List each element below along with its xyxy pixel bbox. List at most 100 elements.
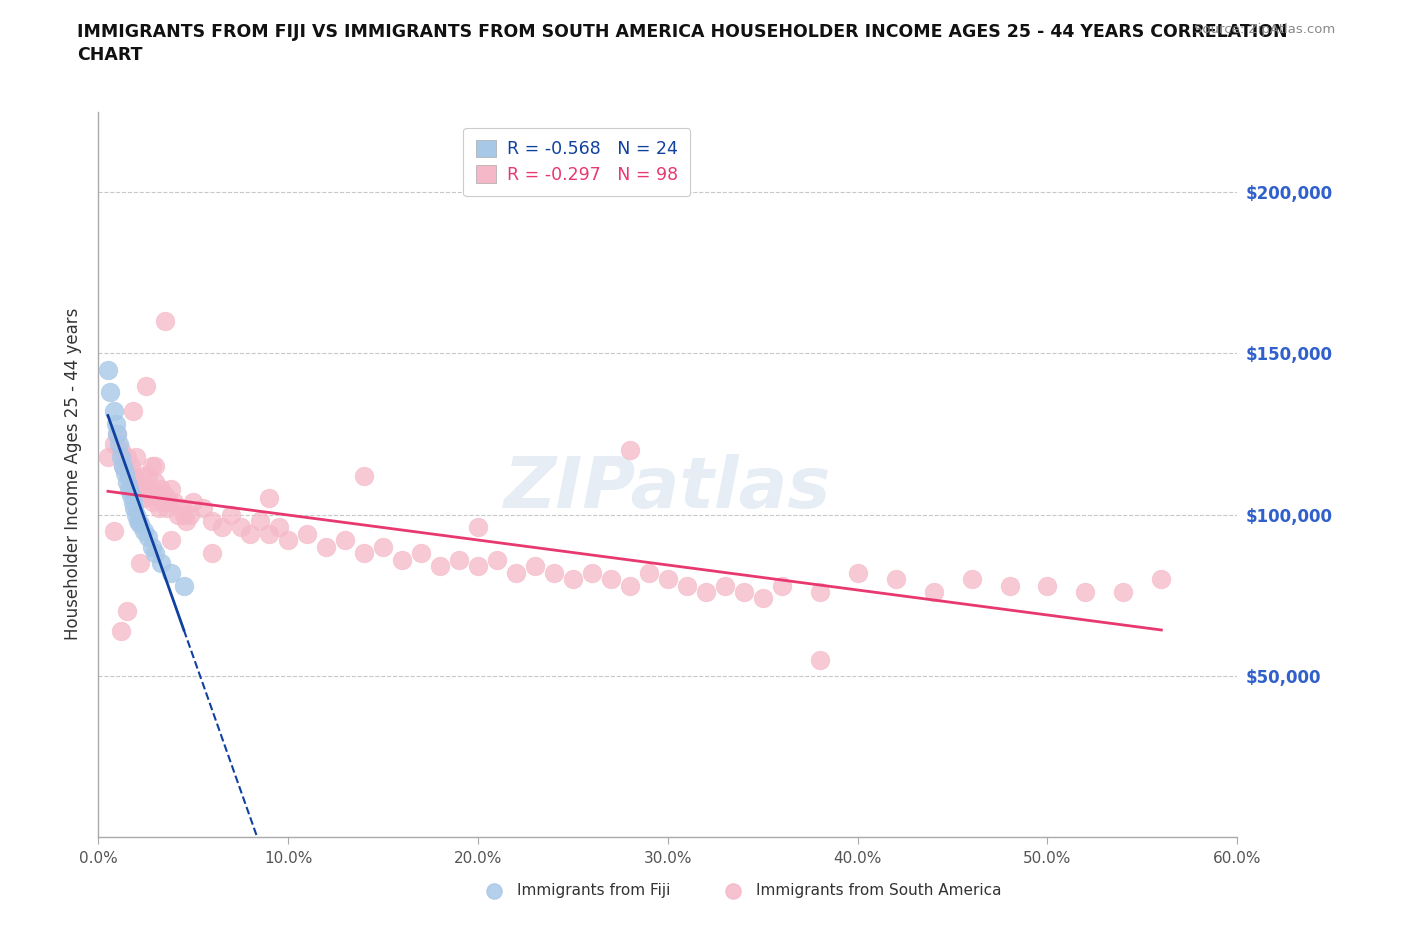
Point	[125, 507, 148, 522]
Point	[239, 526, 262, 541]
Point	[136, 530, 159, 545]
Point	[110, 449, 132, 464]
Point	[277, 533, 299, 548]
Text: CHART: CHART	[77, 46, 143, 64]
Text: Source: ZipAtlas.com: Source: ZipAtlas.com	[1195, 23, 1336, 36]
Point	[335, 533, 357, 548]
Point	[808, 585, 831, 600]
Point	[600, 572, 623, 587]
Point	[411, 546, 433, 561]
Point	[619, 443, 641, 458]
Point	[922, 585, 945, 600]
Point	[115, 604, 138, 618]
Point	[191, 500, 214, 515]
Point	[211, 520, 233, 535]
Point	[167, 507, 190, 522]
Point	[121, 404, 143, 418]
Point	[107, 427, 129, 442]
Point	[163, 494, 186, 509]
Point	[482, 884, 505, 898]
Point	[112, 458, 135, 473]
Point	[467, 559, 489, 574]
Point	[97, 449, 120, 464]
Point	[136, 469, 159, 484]
Point	[120, 488, 142, 503]
Point	[752, 591, 775, 605]
Point	[391, 552, 413, 567]
Point	[201, 513, 224, 528]
Point	[960, 572, 983, 587]
Point	[138, 488, 160, 503]
Point	[1036, 578, 1059, 593]
Point	[98, 385, 121, 400]
Point	[118, 482, 141, 497]
Point	[153, 488, 176, 503]
Point	[157, 494, 180, 509]
Point	[315, 539, 337, 554]
Point	[449, 552, 471, 567]
Point	[259, 526, 281, 541]
Point	[118, 469, 141, 484]
Text: Immigrants from Fiji: Immigrants from Fiji	[517, 884, 671, 898]
Point	[733, 585, 755, 600]
Point	[808, 652, 831, 667]
Point	[103, 524, 125, 538]
Point	[159, 533, 181, 548]
Point	[486, 552, 509, 567]
Point	[153, 313, 176, 328]
Point	[129, 517, 152, 532]
Point	[121, 494, 143, 509]
Point	[115, 475, 138, 490]
Point	[124, 500, 146, 515]
Point	[107, 427, 129, 442]
Point	[173, 578, 195, 593]
Point	[125, 449, 148, 464]
Point	[638, 565, 661, 580]
Point	[505, 565, 527, 580]
Point	[229, 520, 252, 535]
Point	[174, 513, 197, 528]
Point	[695, 585, 717, 600]
Point	[103, 436, 125, 451]
Point	[131, 469, 153, 484]
Point	[150, 482, 173, 497]
Point	[104, 417, 127, 432]
Point	[150, 555, 173, 570]
Point	[543, 565, 565, 580]
Point	[142, 494, 165, 509]
Point	[124, 469, 146, 484]
Point	[884, 572, 907, 587]
Point	[115, 449, 138, 464]
Point	[173, 507, 195, 522]
Point	[371, 539, 394, 554]
Point	[1074, 585, 1097, 600]
Point	[221, 507, 243, 522]
Point	[141, 482, 163, 497]
Point	[127, 513, 149, 528]
Point	[1112, 585, 1135, 600]
Point	[179, 507, 201, 522]
Point	[429, 559, 451, 574]
Point	[97, 362, 120, 377]
Point	[581, 565, 603, 580]
Text: IMMIGRANTS FROM FIJI VS IMMIGRANTS FROM SOUTH AMERICA HOUSEHOLDER INCOME AGES 25: IMMIGRANTS FROM FIJI VS IMMIGRANTS FROM …	[77, 23, 1288, 41]
Point	[120, 458, 142, 473]
Point	[135, 379, 157, 393]
Point	[657, 572, 679, 587]
Text: Immigrants from South America: Immigrants from South America	[756, 884, 1002, 898]
Point	[148, 500, 170, 515]
Point	[1150, 572, 1173, 587]
Point	[108, 436, 131, 451]
Point	[249, 513, 271, 528]
Point	[129, 482, 152, 497]
Point	[562, 572, 585, 587]
Point	[183, 494, 205, 509]
Point	[110, 623, 132, 638]
Point	[714, 578, 737, 593]
Point	[170, 500, 193, 515]
Point	[267, 520, 290, 535]
Point	[159, 565, 181, 580]
Point	[141, 539, 163, 554]
Point	[619, 578, 641, 593]
Point	[129, 555, 152, 570]
